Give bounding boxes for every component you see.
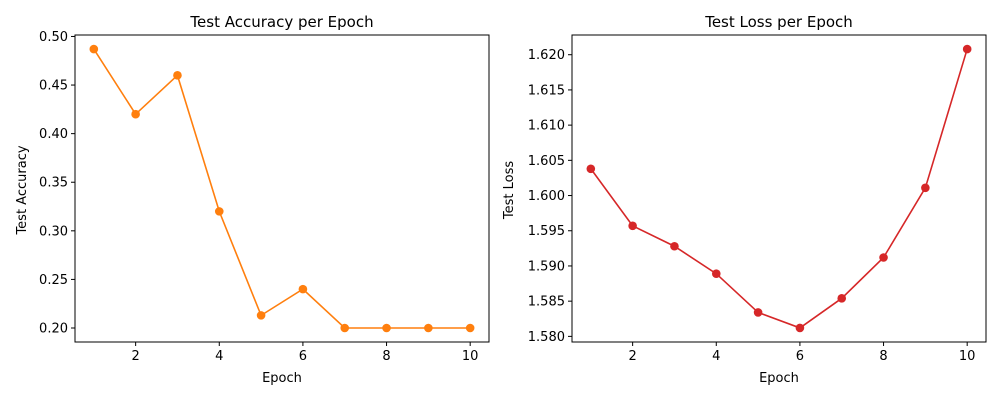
accuracy-y-tick-label: 0.30 (39, 224, 68, 239)
loss-x-tick-label: 6 (796, 349, 804, 364)
accuracy-x-tick-label: 4 (215, 349, 223, 364)
loss-y-tick-label: 1.605 (528, 154, 565, 169)
accuracy-y-axis-label: Test Accuracy (15, 145, 30, 235)
loss-data-point (586, 164, 596, 174)
accuracy-data-point (131, 109, 140, 119)
accuracy-data-point (424, 323, 433, 333)
accuracy-data-point (298, 284, 308, 294)
accuracy-y-tick-label: 0.50 (39, 30, 68, 45)
accuracy-x-axis-label: Epoch (262, 371, 302, 386)
loss-y-tick-label: 1.590 (528, 259, 565, 274)
accuracy-y-tick-label: 0.35 (39, 176, 68, 191)
loss-data-point (628, 221, 637, 231)
accuracy-y-tick-label: 0.25 (39, 273, 68, 288)
loss-data-point (921, 183, 930, 193)
loss-x-tick-label: 10 (959, 349, 976, 364)
loss-data-point (837, 294, 847, 303)
accuracy-chart: Test Accuracy per Epoch Epoch Test Accur… (15, 13, 490, 386)
loss-y-tick-label: 1.610 (528, 119, 565, 134)
accuracy-x-tick-label: 6 (299, 349, 307, 364)
accuracy-axes-frame (74, 34, 490, 343)
accuracy-y-tick-label: 0.45 (39, 79, 68, 94)
loss-y-tick-label: 1.600 (528, 189, 565, 204)
loss-x-axis-label: Epoch (759, 371, 799, 386)
loss-x-tick-label: 8 (879, 349, 887, 364)
loss-y-tick-label: 1.580 (528, 330, 565, 345)
loss-y-tick-label: 1.585 (528, 295, 565, 310)
loss-data-point (670, 241, 679, 251)
loss-data-point (753, 308, 763, 317)
accuracy-y-tick-label: 0.20 (39, 322, 68, 337)
loss-data-point (962, 44, 972, 54)
loss-y-axis-label: Test Loss (502, 161, 517, 220)
loss-x-tick-label: 2 (628, 349, 636, 364)
accuracy-x-tick-label: 8 (382, 349, 390, 364)
accuracy-y-tick-label: 0.40 (39, 127, 68, 142)
accuracy-data-point (214, 207, 224, 216)
accuracy-data-point (256, 311, 266, 320)
loss-x-tick-label: 4 (712, 349, 720, 364)
accuracy-x-tick-label: 2 (131, 349, 139, 364)
accuracy-chart-title: Test Accuracy per Epoch (189, 13, 373, 31)
accuracy-data-point (465, 323, 475, 333)
accuracy-data-point (89, 44, 99, 54)
loss-series-line (590, 48, 968, 329)
loss-plot-area: 2 4 6 8 10 1.580 1.585 1.590 1.595 1.600 1.605 1.61… (528, 34, 987, 364)
accuracy-data-point (340, 323, 350, 333)
loss-y-tick-label: 1.595 (528, 224, 565, 239)
accuracy-x-tick-label: 10 (462, 349, 479, 364)
loss-data-point (711, 269, 721, 278)
loss-axes-frame (571, 34, 987, 343)
accuracy-series-line (93, 48, 471, 329)
loss-y-tick-label: 1.620 (528, 48, 565, 63)
accuracy-data-point (173, 71, 182, 80)
loss-chart-title: Test Loss per Epoch (704, 13, 853, 31)
accuracy-plot-area: 2 4 6 8 10 0.20 0.25 0.30 0.35 0.40 0.45 0.50 (39, 30, 490, 364)
loss-y-tick-label: 1.615 (528, 83, 565, 98)
loss-data-point (879, 253, 888, 262)
loss-chart: Test Loss per Epoch Epoch Test Loss 2 4 6 8… (502, 13, 987, 386)
accuracy-data-point (382, 323, 391, 333)
loss-data-point (795, 323, 805, 333)
